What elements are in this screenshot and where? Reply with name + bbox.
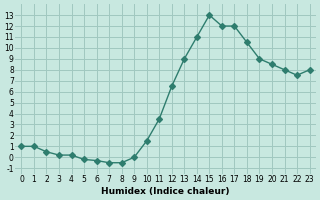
X-axis label: Humidex (Indice chaleur): Humidex (Indice chaleur) — [101, 187, 230, 196]
